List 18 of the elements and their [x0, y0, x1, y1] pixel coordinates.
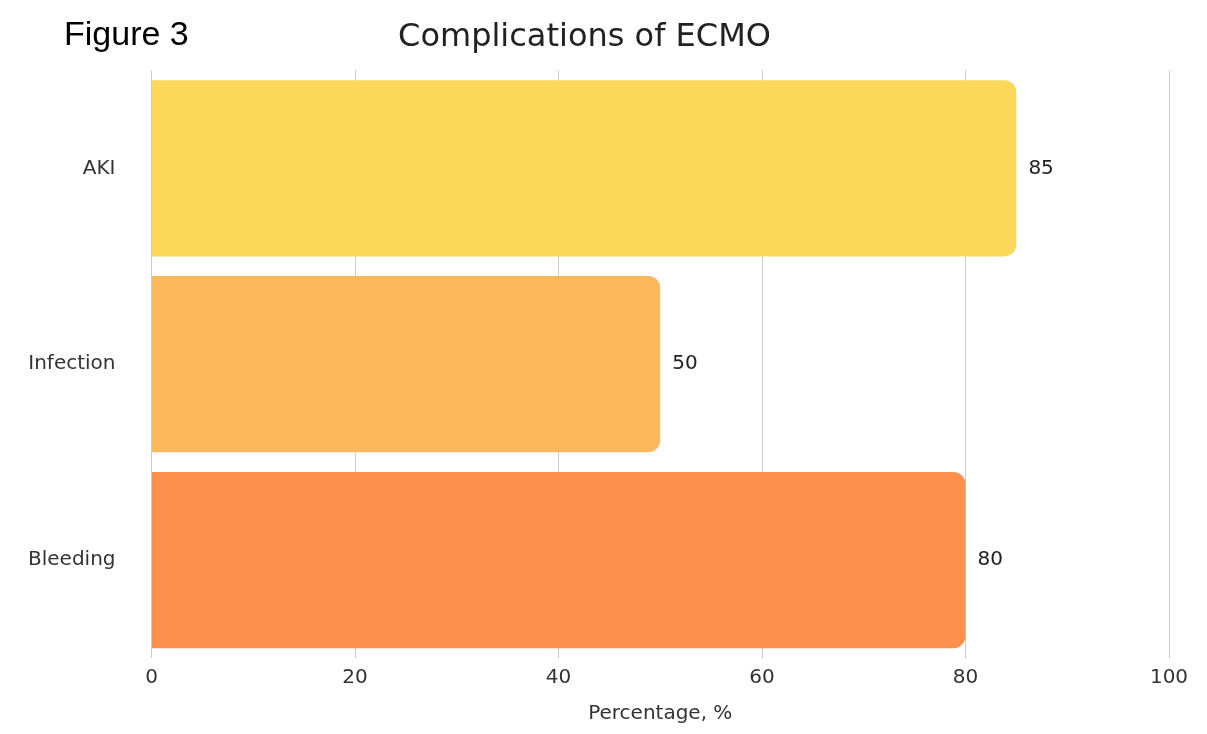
- x-axis-title: Percentage, %: [588, 700, 733, 725]
- bar: [152, 80, 1017, 257]
- x-tick-label: 20: [342, 664, 368, 689]
- x-tick-label: 40: [545, 664, 572, 689]
- bar: [152, 471, 966, 649]
- x-tick-label: 80: [952, 664, 979, 689]
- y-tick-label: AKI: [82, 154, 116, 179]
- y-tick-label: Bleeding: [27, 546, 116, 571]
- data-label: 80: [977, 546, 1003, 571]
- bar: [152, 276, 661, 453]
- data-label: 85: [1028, 154, 1054, 179]
- y-tick-label: Infection: [28, 350, 116, 375]
- x-tick-label: 0: [145, 664, 158, 689]
- data-label: 50: [672, 350, 698, 375]
- x-tick-label: 60: [749, 664, 775, 689]
- x-tick-label: 100: [1149, 664, 1189, 689]
- caption: Figure 3: [64, 14, 189, 53]
- chart-title: Complications of ECMO: [398, 15, 771, 54]
